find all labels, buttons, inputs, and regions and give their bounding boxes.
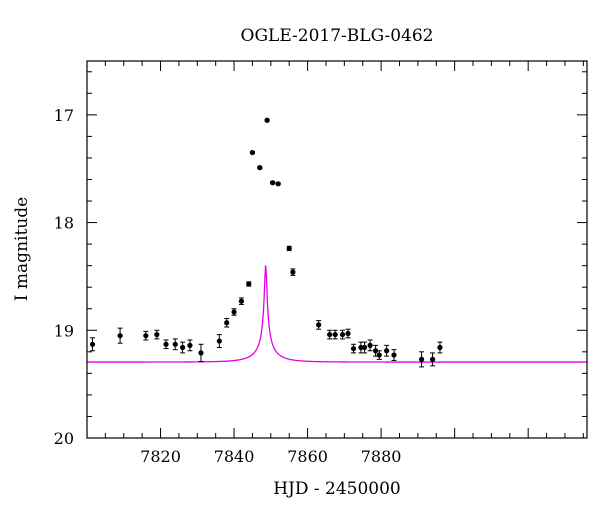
marker [143, 333, 149, 339]
data-point [216, 334, 222, 349]
marker [216, 338, 222, 344]
marker [361, 344, 368, 351]
marker [418, 356, 425, 362]
data-point [332, 329, 338, 340]
marker [376, 352, 382, 358]
x-axis-label: HJD - 2450000 [273, 479, 401, 499]
data-point [391, 349, 397, 361]
data-point [286, 245, 292, 252]
data-point [163, 339, 169, 350]
y-axis-label: I magnitude [12, 197, 32, 301]
chart-title: OGLE-2017-BLG-0462 [241, 26, 434, 46]
marker [290, 269, 296, 275]
y-tick-label: 20 [54, 429, 74, 448]
x-tick-label: 7860 [287, 447, 328, 466]
x-tick-label: 7820 [140, 447, 181, 466]
marker [246, 281, 252, 287]
model-curve [87, 265, 587, 363]
marker [117, 333, 123, 339]
data-point [224, 317, 230, 328]
x-tick-label: 7880 [361, 447, 402, 466]
marker [154, 331, 160, 338]
marker [275, 181, 281, 187]
marker [286, 245, 292, 252]
data-point [264, 117, 270, 123]
marker [384, 348, 390, 354]
data-point [89, 337, 96, 352]
data-point [187, 339, 193, 352]
marker [437, 344, 443, 351]
marker [238, 298, 245, 304]
data-point [270, 180, 276, 186]
marker [187, 342, 193, 348]
y-tick-label: 17 [54, 106, 74, 125]
marker [345, 330, 351, 337]
data-point [327, 329, 333, 340]
data-points [89, 117, 443, 368]
marker [350, 345, 357, 352]
data-point [339, 329, 346, 340]
marker [391, 352, 397, 358]
data-point [238, 297, 245, 305]
marker [89, 341, 96, 347]
marker [264, 117, 270, 123]
marker [198, 350, 204, 356]
data-point [198, 343, 204, 363]
y-tick-label: 18 [54, 214, 74, 233]
data-point [345, 328, 351, 339]
data-point [361, 341, 368, 354]
marker [270, 180, 276, 186]
marker [332, 331, 338, 338]
data-point [275, 181, 281, 187]
marker [249, 149, 256, 156]
marker [179, 344, 186, 351]
y-tick-labels: 17 18 19 20 [54, 106, 74, 448]
marker [224, 320, 230, 326]
marker [163, 341, 169, 347]
data-point [316, 320, 322, 330]
data-point [257, 165, 263, 171]
marker [373, 348, 379, 354]
x-tick-label: 7840 [214, 447, 255, 466]
data-point [179, 341, 186, 354]
marker [327, 331, 333, 338]
marker [231, 309, 237, 315]
data-point [249, 149, 256, 156]
marker [339, 331, 346, 338]
axis-ticks [86, 61, 587, 439]
marker [172, 341, 178, 347]
data-point [350, 343, 357, 354]
data-point [154, 329, 160, 340]
data-point [376, 350, 382, 360]
data-point [246, 281, 252, 287]
data-point [384, 344, 390, 357]
data-point [290, 268, 296, 276]
data-point [418, 351, 425, 368]
y-tick-label: 19 [54, 321, 74, 340]
data-point [117, 327, 123, 344]
marker [316, 322, 322, 328]
data-point [172, 338, 178, 351]
data-point [143, 330, 149, 341]
plot-area [86, 60, 588, 439]
x-tick-labels: 7820 7840 7860 7880 [140, 447, 401, 466]
data-point [437, 341, 443, 354]
marker [429, 356, 436, 362]
data-point [231, 308, 237, 316]
data-point [429, 352, 436, 367]
marker [367, 342, 373, 348]
marker [358, 344, 364, 351]
data-point [367, 339, 373, 352]
plot-frame [86, 60, 588, 439]
marker [257, 165, 263, 171]
